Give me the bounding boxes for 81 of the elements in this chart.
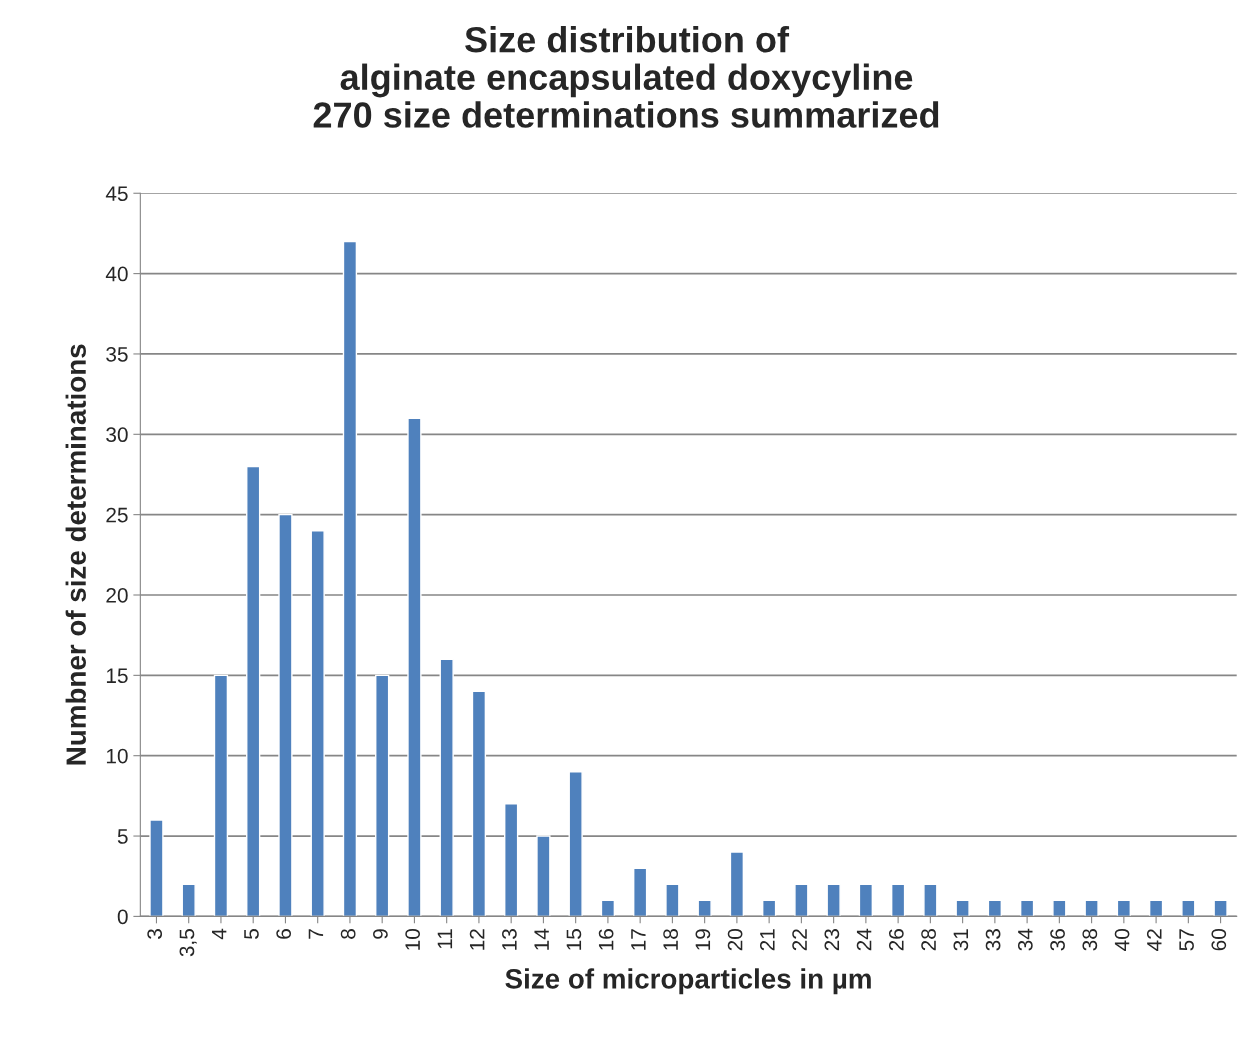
bar (1148, 899, 1164, 917)
x-tick-label: 8 (340, 929, 356, 939)
x-tick-label: 57 (1179, 929, 1194, 951)
y-tick-label: 25 (106, 507, 128, 523)
y-tick-label: 10 (106, 748, 128, 764)
x-tick-label: 21 (759, 929, 775, 951)
bar (1181, 899, 1196, 917)
x-tick-label: 9 (373, 929, 388, 939)
y-tick-label: 35 (106, 346, 128, 362)
bar (987, 899, 1003, 917)
x-tick-label: 3 (147, 929, 163, 939)
bar (1019, 899, 1035, 917)
x-tick-label: 36 (1050, 929, 1065, 951)
bar (504, 803, 519, 917)
x-tick-label: 3,5 (179, 929, 197, 957)
x-tick-label: 5 (244, 929, 259, 939)
y-axis-title: Numbner of size determinations (65, 344, 86, 765)
bar (536, 835, 551, 917)
x-tick-label: 7 (308, 929, 324, 939)
x-tick-label: 11 (437, 929, 453, 949)
bar (439, 658, 454, 917)
bar (697, 899, 712, 917)
bar (633, 867, 648, 917)
chart-title: Size distribution of alginate encapsulated doxycyline 270 size determinations summarized (313, 25, 939, 128)
x-tick-label: 31 (953, 929, 969, 951)
x-tick-label: 24 (856, 928, 872, 951)
x-tick-label: 13 (502, 929, 517, 950)
bar (890, 883, 906, 917)
x-tick-label: 4 (212, 928, 227, 940)
bar (1052, 899, 1067, 917)
x-tick-label: 60 (1211, 929, 1227, 951)
bar (794, 883, 809, 917)
x-tick-label: 33 (985, 929, 1001, 951)
bar (407, 417, 422, 917)
bar (858, 883, 874, 917)
x-axis-title: Size of microparticles in µm (505, 968, 871, 995)
bar (181, 883, 196, 917)
bar (278, 513, 293, 917)
bar (826, 883, 841, 917)
bar (149, 819, 164, 917)
y-tick-label: 40 (105, 266, 128, 282)
x-tick-label: 38 (1082, 929, 1098, 951)
bar (729, 851, 745, 917)
bar (246, 465, 261, 917)
x-tick-label: 34 (1017, 928, 1033, 951)
x-tick-label: 15 (566, 929, 582, 950)
x-tick-label: 16 (598, 929, 614, 950)
x-tick-label: 42 (1146, 929, 1162, 951)
x-tick-label: 17 (631, 929, 646, 950)
x-tick-label: 6 (276, 929, 292, 939)
bar (1213, 899, 1228, 917)
x-tick-label: 22 (792, 929, 807, 951)
bar (600, 899, 616, 917)
bar (375, 674, 390, 917)
x-tick-label: 14 (534, 928, 549, 950)
bar (342, 240, 358, 917)
y-tick-label: 0 (117, 909, 128, 925)
x-tick-label: 19 (695, 929, 711, 950)
bar (1116, 899, 1131, 917)
x-tick-label: 10 (405, 929, 421, 950)
bar (471, 690, 487, 917)
y-tick-label: 45 (105, 186, 128, 202)
y-tick-label: 30 (106, 427, 128, 443)
bar (1084, 899, 1099, 917)
y-tick-label: 20 (106, 588, 128, 603)
bar (568, 771, 583, 917)
bar (761, 899, 777, 917)
x-tick-label: 40 (1114, 929, 1130, 951)
y-tick-label: 15 (106, 668, 128, 684)
x-tick-label: 23 (824, 929, 840, 951)
x-tick-label: 18 (663, 929, 678, 950)
bar (213, 674, 229, 917)
bar (310, 530, 325, 917)
bar (955, 899, 970, 917)
x-tick-label: 20 (727, 929, 743, 951)
x-tick-label: 12 (469, 929, 485, 950)
x-tick-label: 28 (921, 929, 936, 951)
y-tick-label: 5 (117, 829, 128, 844)
bar (923, 883, 938, 917)
x-tick-label: 26 (888, 929, 904, 951)
bar (665, 883, 680, 917)
